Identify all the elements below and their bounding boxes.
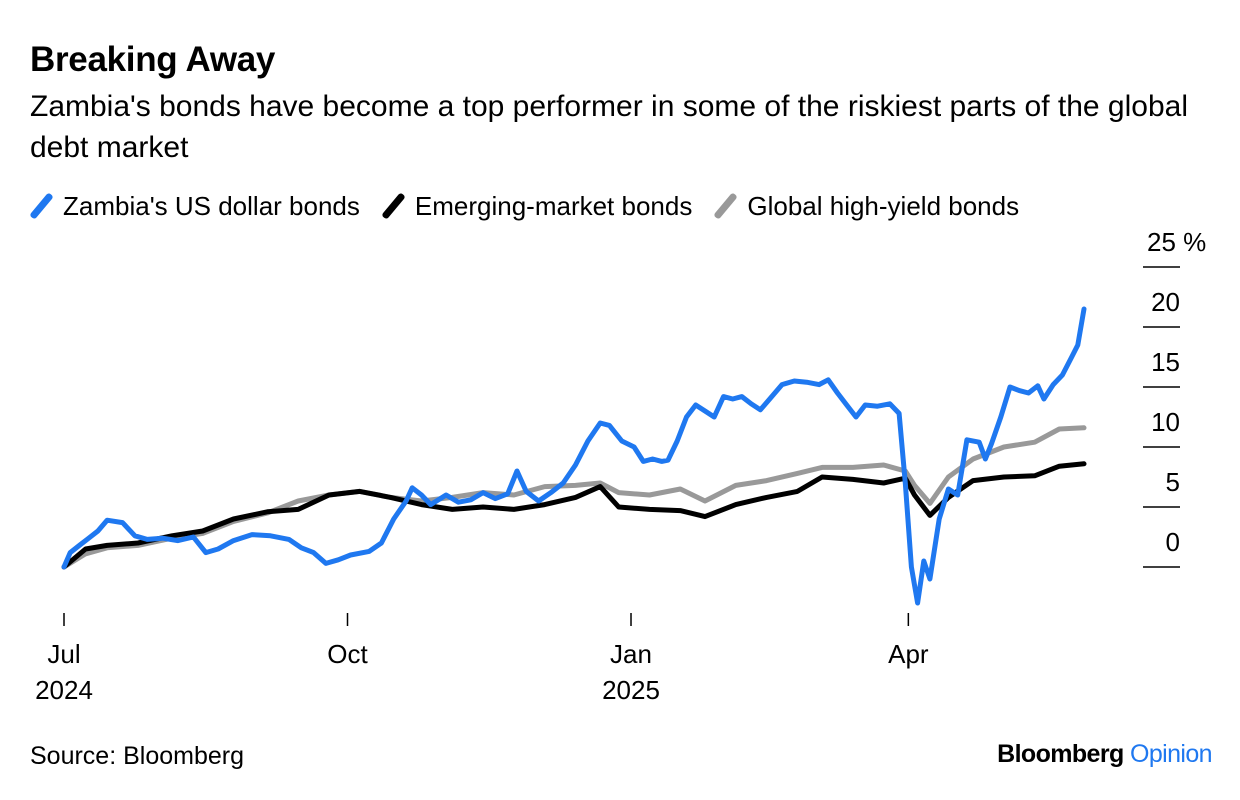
brand-logo: Bloomberg Opinion — [997, 740, 1212, 769]
legend-item-highyield: Global high-yield bonds — [713, 190, 1020, 222]
brand-secondary: Opinion — [1130, 740, 1213, 768]
chart-subtitle: Zambia's bonds have become a top perform… — [30, 90, 1188, 164]
y-tick-label: 15 — [1151, 347, 1180, 377]
series-line-0 — [61, 306, 1087, 606]
y-tick-label: 0 — [1166, 527, 1180, 557]
y-tick-label: 20 — [1151, 287, 1180, 317]
x-tick-year-label: 2025 — [602, 675, 660, 705]
legend-label-emerging: Emerging-market bonds — [414, 190, 693, 221]
y-tick-label: 5 — [1166, 467, 1180, 497]
legend: Zambia's US dollar bonds Emerging-market… — [29, 189, 1041, 223]
x-tick-year-label: 2024 — [35, 675, 93, 705]
y-tick-label: 25 % — [1147, 227, 1206, 257]
x-tick-label: Jan — [610, 639, 652, 669]
brand-primary: Bloomberg — [997, 740, 1124, 768]
legend-item-zambia: Zambia's US dollar bonds — [29, 190, 360, 222]
legend-label-zambia: Zambia's US dollar bonds — [63, 190, 360, 221]
source-note: Source: Bloomberg — [30, 742, 245, 770]
legend-item-emerging: Emerging-market bonds — [381, 190, 693, 222]
chart-title: Breaking Away — [30, 40, 276, 79]
y-tick-label: 10 — [1151, 407, 1180, 437]
x-tick-label: Oct — [327, 639, 368, 669]
legend-label-highyield: Global high-yield bonds — [747, 190, 1020, 221]
x-tick-label: Jul — [47, 639, 80, 669]
series-line-1 — [61, 461, 1087, 570]
x-tick-label: Apr — [888, 639, 929, 669]
